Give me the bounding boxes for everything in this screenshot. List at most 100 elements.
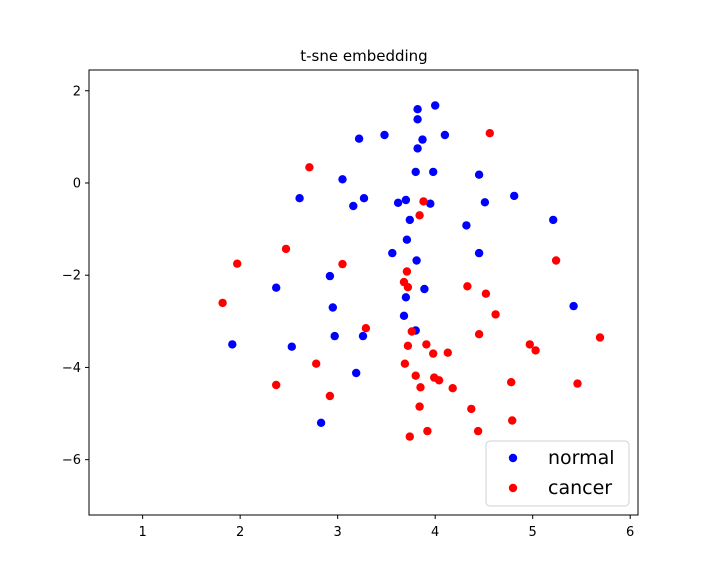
data-point-cancer: [415, 211, 424, 220]
data-point-normal: [358, 331, 368, 341]
x-tick-label: 4: [431, 525, 439, 540]
data-point-normal: [338, 175, 347, 184]
legend: normal cancer: [485, 440, 630, 507]
y-tick-label: −2: [62, 269, 81, 284]
data-point-cancer: [485, 129, 494, 138]
legend-label-normal: normal: [548, 447, 615, 469]
data-point-cancer: [411, 371, 420, 380]
data-point-cancer: [218, 298, 227, 308]
data-point-normal: [388, 248, 397, 258]
data-point-normal: [399, 311, 409, 320]
x-tick-label: 3: [334, 525, 342, 540]
data-points: [218, 101, 605, 441]
data-point-cancer: [281, 244, 291, 254]
data-point-cancer: [473, 426, 483, 436]
data-point-normal: [420, 284, 429, 294]
x-tick-label: 2: [236, 525, 244, 540]
legend-marker-cancer: [508, 483, 518, 493]
data-point-normal: [569, 301, 578, 311]
data-point-cancer: [405, 432, 414, 441]
data-point-normal: [440, 130, 450, 140]
data-point-cancer: [429, 349, 438, 358]
y-tick-label: 2: [73, 84, 81, 99]
data-point-cancer: [361, 324, 371, 333]
series-cancer: [218, 129, 605, 441]
data-point-normal: [474, 248, 484, 258]
data-point-cancer: [474, 330, 484, 339]
y-axis: 2 0 −2 −4 −6: [62, 84, 89, 468]
data-point-cancer: [416, 383, 425, 392]
data-point-cancer: [419, 197, 428, 206]
data-point-cancer: [434, 376, 444, 385]
data-point-cancer: [448, 384, 457, 393]
data-point-cancer: [403, 341, 413, 350]
data-point-normal: [352, 368, 361, 378]
data-point-cancer: [338, 259, 347, 269]
data-point-normal: [413, 144, 422, 153]
data-point-cancer: [573, 379, 582, 388]
data-point-cancer: [491, 310, 500, 319]
data-point-cancer: [595, 333, 605, 342]
data-point-normal: [316, 418, 326, 427]
data-point-normal: [328, 303, 337, 312]
legend-box: [485, 440, 630, 507]
data-point-normal: [474, 170, 484, 179]
data-point-normal: [412, 256, 421, 265]
data-point-normal: [462, 221, 471, 230]
data-point-normal: [429, 167, 438, 177]
data-point-normal: [349, 201, 358, 211]
data-point-normal: [480, 198, 490, 207]
data-point-cancer: [507, 378, 516, 387]
data-point-normal: [405, 215, 414, 225]
data-point-cancer: [233, 259, 242, 268]
data-point-cancer: [305, 163, 314, 172]
y-tick-label: −4: [62, 361, 81, 376]
data-point-cancer: [525, 340, 534, 349]
data-point-normal: [402, 235, 412, 244]
data-point-normal: [272, 283, 281, 292]
y-tick-label: 0: [73, 176, 81, 191]
data-point-normal: [325, 271, 335, 281]
x-tick-label: 6: [626, 525, 634, 540]
data-point-normal: [228, 340, 237, 349]
data-point-normal: [295, 194, 304, 203]
data-point-cancer: [467, 404, 476, 414]
data-point-cancer: [531, 346, 540, 355]
data-point-normal: [413, 105, 422, 114]
data-point-normal: [330, 331, 339, 341]
data-point-cancer: [325, 391, 335, 401]
data-point-cancer: [443, 348, 452, 357]
data-point-normal: [431, 101, 440, 110]
data-point-normal: [418, 135, 427, 144]
data-point-cancer: [422, 340, 431, 349]
data-point-normal: [426, 199, 435, 208]
x-axis: 1 2 3 4 5 6: [138, 515, 634, 540]
data-point-cancer: [402, 267, 412, 276]
data-point-normal: [510, 191, 519, 201]
data-point-normal: [287, 342, 296, 351]
data-point-normal: [401, 195, 411, 205]
data-point-normal: [413, 115, 422, 124]
data-point-cancer: [423, 426, 432, 436]
data-point-cancer: [403, 283, 413, 292]
data-point-cancer: [312, 359, 321, 368]
series-normal: [228, 101, 578, 427]
y-tick-label: −6: [62, 453, 81, 468]
data-point-cancer: [415, 402, 424, 411]
data-point-cancer: [407, 327, 416, 336]
data-point-normal: [549, 215, 558, 225]
data-point-cancer: [551, 256, 561, 265]
data-point-normal: [411, 167, 420, 177]
data-point-cancer: [272, 380, 281, 390]
data-point-cancer: [481, 289, 491, 298]
data-point-normal: [393, 198, 403, 207]
legend-marker-normal: [508, 453, 518, 463]
data-point-normal: [380, 130, 389, 140]
data-point-cancer: [508, 416, 517, 425]
legend-label-cancer: cancer: [548, 477, 612, 499]
x-tick-label: 1: [138, 525, 146, 540]
data-point-cancer: [463, 282, 472, 291]
data-point-normal: [359, 194, 369, 203]
